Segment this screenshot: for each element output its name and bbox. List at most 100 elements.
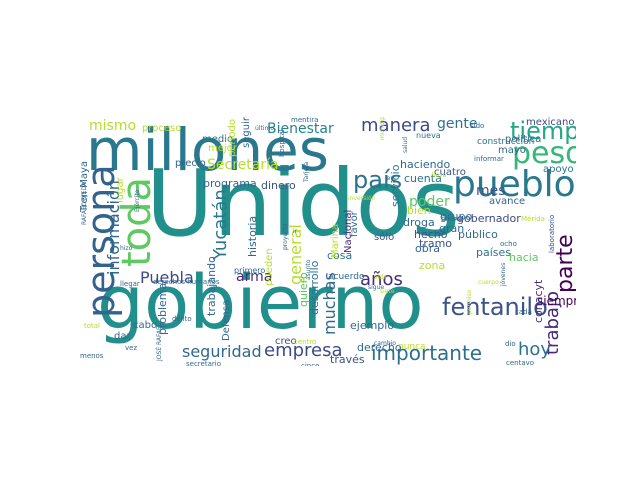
word-buena: buena	[441, 215, 463, 223]
word-droga: droga	[403, 216, 435, 229]
word-ocho: ocho	[500, 240, 517, 248]
word-ir: ir	[293, 228, 298, 235]
word-primero: primero	[234, 266, 266, 275]
word-mejor: mejor	[208, 143, 237, 154]
word-tarjeta: Tarjeta	[303, 161, 310, 182]
word-pueblo: pueblo	[453, 164, 576, 205]
word-mexicano: mexicano	[526, 117, 575, 128]
word-ley: ley	[385, 175, 394, 182]
word-siempre: siempre	[537, 294, 576, 308]
word-grupo: grupo	[440, 210, 473, 223]
word-años: años	[360, 269, 403, 290]
word-mayo: mayo	[498, 145, 526, 156]
word-gobernador: gobernador	[457, 212, 521, 225]
word-hacia: hacia	[509, 251, 539, 264]
word-apoyo: apoyo	[543, 164, 574, 175]
word-salud: salud	[402, 136, 409, 153]
word-peso: peso	[512, 136, 576, 171]
word-cinco: cinco	[301, 362, 320, 367]
word-yucatán: Yucatán	[210, 189, 231, 260]
word-secretaría: Secretaría	[207, 157, 279, 173]
word-unidos: Unidos	[146, 150, 460, 257]
word-delito: delito	[172, 315, 192, 323]
word-empresa: empresa	[264, 340, 343, 361]
word-avance: avance	[489, 196, 526, 207]
word-total: total	[84, 322, 101, 330]
word-inversión: inversión	[348, 195, 376, 202]
word-centavo: centavo	[506, 359, 535, 367]
word-gente: gente	[437, 117, 478, 132]
word-millones: millones	[86, 117, 329, 184]
word-bienestar: Bienestar	[267, 121, 334, 137]
word-lugar: lugar	[115, 177, 126, 203]
word-proceso: proceso	[142, 123, 182, 134]
word-tramo: tramo	[419, 237, 453, 250]
word-nunca: nunca	[398, 342, 426, 352]
word-permiso: permiso	[466, 289, 473, 314]
word-nueva: nueva	[416, 131, 441, 140]
word-público: público	[458, 228, 498, 241]
word-poder: poder	[409, 194, 450, 210]
word-programa: programa	[203, 177, 257, 190]
word-derecho: derecho	[357, 341, 402, 354]
word-país: país	[353, 166, 403, 194]
word-marina: Marina	[330, 223, 341, 258]
word-asunto: asunto	[305, 259, 312, 280]
word-seguridad: seguridad	[182, 342, 262, 361]
word-tiempo: tiempo	[510, 117, 576, 145]
word-arma: arma	[236, 269, 273, 285]
word-sigue: sigue	[368, 284, 385, 291]
word-mentira: mentira	[291, 117, 319, 124]
word-vida: vida	[374, 274, 387, 281]
word-gran: gran	[439, 222, 465, 235]
word-lleva: lleva	[432, 172, 447, 179]
word-laboratorio: laboratorio	[548, 214, 556, 253]
word-puebla: Puebla	[140, 268, 194, 287]
word-medio: medio	[202, 134, 234, 145]
word-cada: cada	[515, 308, 532, 316]
word-mérida: Mérida	[521, 215, 545, 223]
word-proyecto: proyecto	[282, 223, 289, 250]
word-bien: bien	[407, 204, 431, 217]
word-hoy: hoy	[518, 339, 552, 360]
word-cosa: cosa	[327, 249, 353, 262]
word-rafael-ojeda: RAFAEL OJEDA	[81, 182, 88, 225]
word-cuenta: cuenta	[404, 172, 442, 185]
word-zona: zona	[419, 259, 446, 272]
word-fentanilo: fentanilo	[442, 293, 548, 321]
word-llegar: llegar	[120, 280, 140, 288]
word-política: política	[505, 134, 542, 145]
word-josé-rafael: JOSÉ RAFAEL	[156, 322, 163, 361]
word-haciendo: haciendo	[400, 158, 451, 171]
word-seguir: seguir	[241, 117, 252, 148]
word-sido: sido	[470, 122, 485, 130]
word-siete: siete	[380, 288, 395, 295]
word-centro: centro	[294, 338, 317, 346]
word-historia: historia	[246, 215, 259, 257]
word-obra: obra	[415, 242, 440, 255]
word-derechos-humanos: derechos humanos	[153, 278, 220, 286]
word-ejército: Ejército	[134, 189, 141, 212]
word-defensa: Defensa	[221, 299, 232, 341]
word-acuerdo: acuerdo	[328, 272, 365, 282]
word-cabo: cabo	[133, 320, 158, 331]
word-periodo: periodo	[227, 119, 238, 157]
word-cambio: cambio	[374, 340, 396, 347]
word-dio: dio	[505, 340, 516, 348]
word-último: último	[255, 125, 275, 132]
word-dinero: dinero	[261, 179, 296, 192]
word-importante: importante	[371, 341, 483, 365]
word-pueden: pueden	[264, 248, 275, 286]
word-conacyt: conacyt	[532, 279, 545, 323]
word-menos: menos	[80, 352, 104, 360]
word-cloud: Unidos gobierno millones pueblo persona peso t…	[78, 117, 576, 366]
word-hecho: hecho	[414, 228, 448, 241]
word-construcción: construcción	[477, 137, 535, 147]
word-precio: precio	[175, 158, 206, 169]
word-vez: vez	[125, 344, 138, 352]
word-jóvenes: jóvenes	[500, 262, 507, 286]
word-hizo: hizo	[120, 245, 133, 252]
word-ejemplo: ejemplo	[350, 319, 395, 332]
word-trabajando: trabajando	[205, 256, 218, 316]
